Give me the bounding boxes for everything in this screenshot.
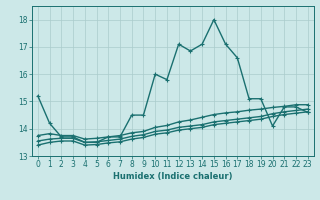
X-axis label: Humidex (Indice chaleur): Humidex (Indice chaleur) <box>113 172 233 181</box>
